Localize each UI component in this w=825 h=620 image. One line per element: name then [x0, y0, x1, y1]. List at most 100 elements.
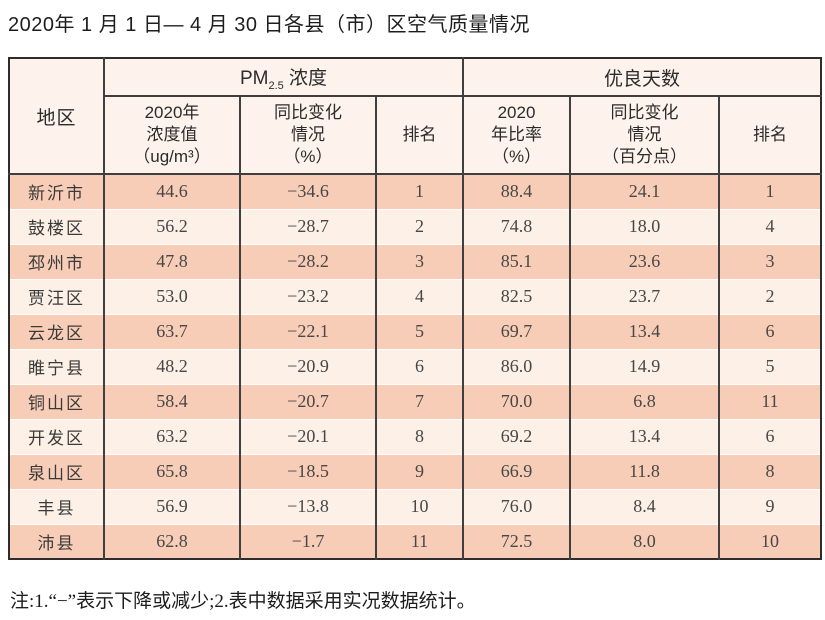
- pm25-rank-cell: 3: [376, 243, 465, 279]
- days-rate-cell: 66.9: [463, 453, 572, 489]
- days-rank-cell: 1: [719, 174, 822, 209]
- header-days-rank: 排名: [719, 96, 822, 175]
- pm25-rank-cell: 1: [376, 174, 465, 209]
- region-cell: 铜山区: [9, 383, 105, 419]
- days-rank-cell: 6: [719, 313, 822, 349]
- pm25-change-cell: −13.8: [240, 488, 377, 524]
- days-rank-cell: 11: [719, 383, 822, 419]
- pm25-change-cell: −28.2: [240, 243, 377, 279]
- pm25-value-cell: 44.6: [104, 174, 241, 209]
- pm25-rank-cell: 6: [376, 348, 465, 384]
- table-row: 铜山区 58.4 −20.7 7 70.0 6.8 11: [9, 383, 822, 419]
- days-change-cell: 13.4: [570, 418, 721, 454]
- pm25-rank-cell: 11: [376, 523, 465, 559]
- pm25-value-cell: 63.7: [104, 313, 241, 349]
- header-days-rate: 2020 年比率 （%）: [463, 96, 572, 175]
- days-change-cell: 8.4: [570, 488, 721, 524]
- region-cell: 开发区: [9, 418, 105, 454]
- pm25-label-prefix: PM: [239, 67, 269, 89]
- pm25-rank-cell: 4: [376, 278, 465, 314]
- region-cell: 新沂市: [9, 174, 105, 209]
- table-row: 沛县 62.8 −1.7 11 72.5 8.0 10: [9, 523, 822, 559]
- days-rank-cell: 10: [719, 523, 822, 559]
- pm25-value-cell: 65.8: [104, 453, 241, 489]
- days-change-cell: 8.0: [570, 523, 721, 559]
- table-row: 丰县 56.9 −13.8 10 76.0 8.4 9: [9, 488, 822, 524]
- pm25-value-cell: 58.4: [104, 383, 241, 419]
- days-rank-cell: 3: [719, 243, 822, 279]
- region-cell: 丰县: [9, 488, 105, 524]
- pm25-change-cell: −22.1: [240, 313, 377, 349]
- region-cell: 泉山区: [9, 453, 105, 489]
- pm25-change-cell: −20.9: [240, 348, 377, 384]
- pm25-rank-cell: 7: [376, 383, 465, 419]
- page-title: 2020年 1 月 1 日— 4 月 30 日各县（市）区空气质量情况: [8, 14, 531, 36]
- pm25-value-cell: 53.0: [104, 278, 241, 314]
- days-change-cell: 23.6: [570, 243, 721, 279]
- pm25-rank-cell: 9: [376, 453, 465, 489]
- days-rate-cell: 69.7: [463, 313, 572, 349]
- days-rate-cell: 76.0: [463, 488, 572, 524]
- days-change-cell: 18.0: [570, 208, 721, 244]
- table-row: 云龙区 63.7 −22.1 5 69.7 13.4 6: [9, 313, 822, 349]
- pm25-change-cell: −20.7: [240, 383, 377, 419]
- region-cell: 邳州市: [9, 243, 105, 279]
- days-change-cell: 6.8: [570, 383, 721, 419]
- table-row: 贾汪区 53.0 −23.2 4 82.5 23.7 2: [9, 278, 822, 314]
- days-rate-cell: 69.2: [463, 418, 572, 454]
- header-pm25-value: 2020年 浓度值 （ug/m³）: [104, 96, 241, 175]
- days-rank-cell: 4: [719, 208, 822, 244]
- days-rank-cell: 8: [719, 453, 822, 489]
- table-row: 睢宁县 48.2 −20.9 6 86.0 14.9 5: [9, 348, 822, 384]
- pm25-value-cell: 62.8: [104, 523, 241, 559]
- footnote: 注:1.“−”表示下降或减少;2.表中数据采用实况数据统计。: [10, 591, 476, 612]
- days-rate-cell: 74.8: [463, 208, 572, 244]
- pm25-change-cell: −20.1: [240, 418, 377, 454]
- region-cell: 云龙区: [9, 313, 105, 349]
- pm25-rank-cell: 5: [376, 313, 465, 349]
- days-change-cell: 23.7: [570, 278, 721, 314]
- table-header: 地区 PM2.5 浓度 优良天数 2020年 浓度值 （ug/m³） 同比变化 …: [9, 58, 822, 175]
- header-days-change: 同比变化 情况 （百分点）: [570, 96, 721, 175]
- days-change-cell: 11.8: [570, 453, 721, 489]
- pm25-label-subscript: 2.5: [268, 79, 284, 92]
- table-body: 新沂市 44.6 −34.6 1 88.4 24.1 1 鼓楼区 56.2 −2…: [9, 174, 822, 559]
- pm25-change-cell: −1.7: [240, 523, 377, 559]
- region-cell: 睢宁县: [9, 348, 105, 384]
- pm25-change-cell: −23.2: [240, 278, 377, 314]
- header-group-good-days: 优良天数: [463, 58, 822, 97]
- pm25-label-suffix: 浓度: [283, 67, 328, 89]
- table-row: 泉山区 65.8 −18.5 9 66.9 11.8 8: [9, 453, 822, 489]
- table-row: 开发区 63.2 −20.1 8 69.2 13.4 6: [9, 418, 822, 454]
- header-group-pm25: PM2.5 浓度: [104, 58, 465, 97]
- header-region: 地区: [9, 58, 105, 175]
- days-rate-cell: 82.5: [463, 278, 572, 314]
- region-cell: 鼓楼区: [9, 208, 105, 244]
- days-rate-cell: 86.0: [463, 348, 572, 384]
- table-row: 邳州市 47.8 −28.2 3 85.1 23.6 3: [9, 243, 822, 279]
- pm25-change-cell: −34.6: [240, 174, 377, 209]
- days-rank-cell: 9: [719, 488, 822, 524]
- pm25-change-cell: −18.5: [240, 453, 377, 489]
- days-rank-cell: 2: [719, 278, 822, 314]
- days-rank-cell: 6: [719, 418, 822, 454]
- days-rank-cell: 5: [719, 348, 822, 384]
- header-sub-row: 2020年 浓度值 （ug/m³） 同比变化 情况 （%） 排名 2020 年比…: [9, 96, 822, 175]
- header-group-row: 地区 PM2.5 浓度 优良天数: [9, 58, 822, 175]
- header-pm25-change: 同比变化 情况 （%）: [240, 96, 377, 175]
- pm25-rank-cell: 2: [376, 208, 465, 244]
- pm25-rank-cell: 8: [376, 418, 465, 454]
- pm25-value-cell: 48.2: [104, 348, 241, 384]
- days-rate-cell: 70.0: [463, 383, 572, 419]
- days-change-cell: 14.9: [570, 348, 721, 384]
- days-change-cell: 24.1: [570, 174, 721, 209]
- region-cell: 贾汪区: [9, 278, 105, 314]
- pm25-change-cell: −28.7: [240, 208, 377, 244]
- table-row: 鼓楼区 56.2 −28.7 2 74.8 18.0 4: [9, 208, 822, 244]
- pm25-value-cell: 47.8: [104, 243, 241, 279]
- pm25-rank-cell: 10: [376, 488, 465, 524]
- days-change-cell: 13.4: [570, 313, 721, 349]
- pm25-value-cell: 56.2: [104, 208, 241, 244]
- table-row: 新沂市 44.6 −34.6 1 88.4 24.1 1: [9, 174, 822, 209]
- days-rate-cell: 85.1: [463, 243, 572, 279]
